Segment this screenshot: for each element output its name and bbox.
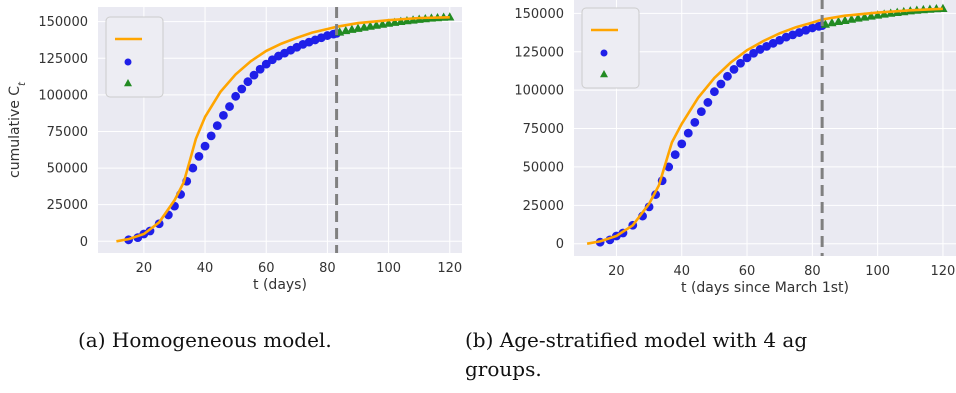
x-tick-label: 100 [865,264,890,279]
y-tick-label: 150000 [38,15,88,30]
data-point [261,59,271,69]
projection-point [859,12,870,21]
x-tick-label: 20 [608,264,625,279]
x-tick-label: 20 [136,261,153,276]
projection-point [879,9,889,18]
data-point [742,53,752,63]
data-point [755,45,765,54]
data-point [225,102,234,111]
data-point [709,87,719,97]
y-tick-label: 50000 [47,162,88,177]
data-point [696,107,706,117]
data-point [749,48,758,58]
projection-point [840,15,850,24]
data-point [237,84,247,94]
legend-data-swatch [124,58,132,66]
y-tick-label: 150000 [514,7,564,22]
projection-point [866,11,876,20]
x-axis-label: t (days) [253,277,307,293]
data-point [231,91,241,101]
projection-point [827,17,837,27]
data-point [775,35,785,45]
legend-box [581,7,640,89]
data-point [243,77,253,87]
y-tick-label: 125000 [38,52,88,67]
fit-line [116,16,450,243]
data-point [219,110,228,120]
projection-point [833,16,844,26]
data-point [677,139,687,149]
data-point [188,163,198,173]
y-tick-label: 0 [80,235,88,250]
y-axis-label: cumulative Ct [7,81,28,178]
caption-b-line1: (b) Age-stratified model with 4 ag [465,328,807,352]
data-point [716,79,726,89]
y-tick-label: 25000 [47,198,88,213]
projection-point [846,14,857,23]
x-tick-label: 120 [437,261,462,276]
x-tick-label: 100 [376,261,401,276]
projection-point [873,10,883,19]
data-point [670,150,680,160]
caption-a: (a) Homogeneous model. [78,328,332,352]
x-tick-label: 80 [804,264,821,279]
y-tick-label: 50000 [523,160,564,175]
y-tick-label: 75000 [523,122,564,137]
plot-area [105,7,455,253]
x-tick-label: 40 [673,264,690,279]
y-tick-label: 100000 [514,84,564,99]
data-point [736,58,745,68]
legend-data-swatch [600,49,608,57]
fit-line [586,7,943,245]
x-tick-label: 80 [319,261,336,276]
y-tick-label: 100000 [38,88,88,103]
y-tick-label: 25000 [523,199,564,214]
x-axis-label: t (days since March 1st) [681,280,849,296]
x-tick-label: 60 [739,264,756,279]
data-point [255,64,265,74]
legend-box [105,16,164,98]
x-tick-label: 120 [931,264,956,279]
data-point [212,121,222,131]
data-point [690,117,700,127]
data-point [723,71,732,81]
data-point [249,70,259,80]
data-point [768,38,778,48]
data-point [194,151,204,161]
legend-projection-swatch [600,70,608,78]
data-point [729,65,739,74]
data-point [200,141,210,151]
chart-homogeneous: 0 25000 50000 75000 100000 125000 150000 20 40 60… [7,7,462,293]
y-tick-label: 125000 [514,45,564,60]
projection-point [853,13,863,22]
legend-projection-swatch [124,79,132,87]
y-tick-label: 75000 [47,125,88,140]
data-point [762,41,772,51]
x-tick-label: 40 [197,261,214,276]
data-point [206,131,216,141]
x-tick-label: 60 [258,261,275,276]
chart-age-stratified: 0 25000 50000 75000 100000 125000 150000 20 40 60… [514,0,956,296]
caption-b-line2: groups. [465,357,542,381]
data-point [683,128,693,138]
data-point [703,98,713,107]
y-tick-label: 0 [556,237,564,252]
plot-area [581,0,948,256]
